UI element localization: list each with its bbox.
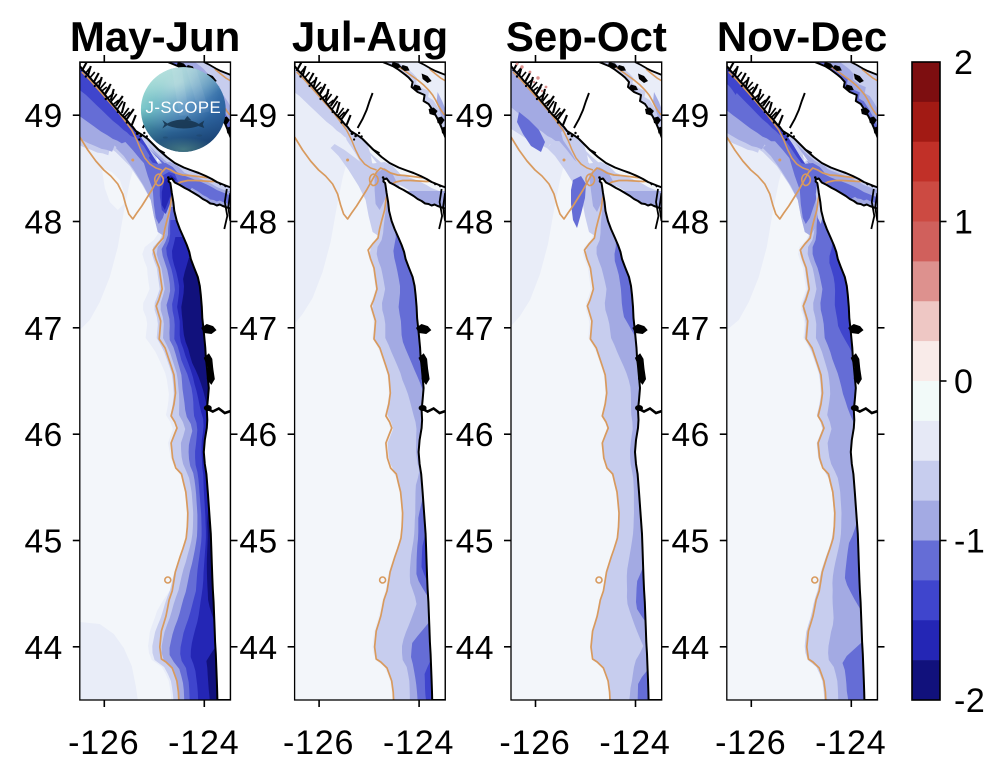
svg-text:48: 48 — [456, 205, 494, 242]
svg-text:-126: -126 — [68, 724, 139, 762]
svg-text:49: 49 — [672, 98, 710, 135]
svg-text:45: 45 — [25, 524, 63, 561]
svg-text:-2: -2 — [954, 682, 985, 720]
svg-text:49: 49 — [456, 98, 494, 135]
svg-text:46: 46 — [456, 417, 494, 454]
svg-text:49: 49 — [239, 98, 277, 135]
svg-text:May-Jun: May-Jun — [70, 13, 240, 60]
svg-text:-124: -124 — [383, 724, 454, 762]
svg-text:46: 46 — [239, 417, 277, 454]
svg-text:-124: -124 — [599, 724, 670, 762]
svg-text:-124: -124 — [815, 724, 886, 762]
svg-text:44: 44 — [25, 630, 63, 667]
svg-text:44: 44 — [239, 630, 277, 667]
svg-text:45: 45 — [239, 524, 277, 561]
svg-text:45: 45 — [456, 524, 494, 561]
svg-text:47: 47 — [672, 311, 710, 348]
svg-text:48: 48 — [239, 205, 277, 242]
svg-text:47: 47 — [25, 311, 63, 348]
svg-text:J-SCOPE: J-SCOPE — [146, 98, 222, 117]
svg-text:44: 44 — [672, 630, 710, 667]
svg-text:-126: -126 — [715, 724, 786, 762]
svg-text:-126: -126 — [499, 724, 570, 762]
svg-text:Sep-Oct: Sep-Oct — [506, 13, 667, 60]
svg-text:0: 0 — [954, 363, 973, 401]
svg-text:46: 46 — [672, 417, 710, 454]
svg-text:48: 48 — [672, 205, 710, 242]
svg-text:-124: -124 — [168, 724, 239, 762]
svg-text:47: 47 — [239, 311, 277, 348]
svg-text:-126: -126 — [283, 724, 354, 762]
svg-text:48: 48 — [25, 205, 63, 242]
svg-text:-1: -1 — [954, 523, 985, 561]
svg-text:1: 1 — [954, 204, 973, 242]
svg-text:45: 45 — [672, 524, 710, 561]
svg-text:49: 49 — [25, 98, 63, 135]
svg-text:Jul-Aug: Jul-Aug — [292, 13, 448, 60]
svg-text:44: 44 — [456, 630, 494, 667]
svg-text:Nov-Dec: Nov-Dec — [717, 13, 887, 60]
svg-text:46: 46 — [25, 417, 63, 454]
svg-text:2: 2 — [954, 44, 973, 82]
svg-text:47: 47 — [456, 311, 494, 348]
